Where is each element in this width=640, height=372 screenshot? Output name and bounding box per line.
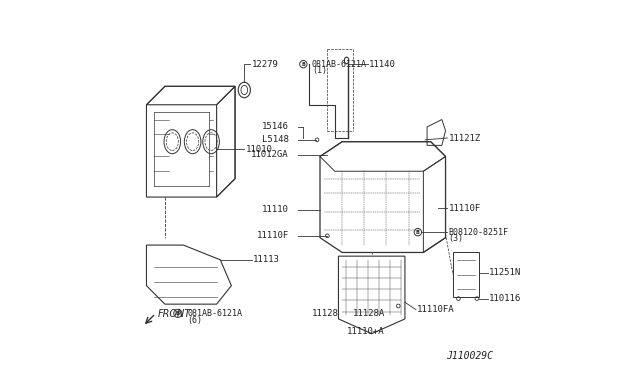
Text: 11113: 11113 (253, 255, 280, 264)
Text: 081AB-6121A: 081AB-6121A (312, 60, 367, 69)
Text: L5148: L5148 (262, 135, 289, 144)
Text: 11110FA: 11110FA (417, 305, 455, 314)
Text: 11121Z: 11121Z (449, 134, 481, 142)
Text: 11110F: 11110F (257, 231, 289, 240)
Text: 11110+A: 11110+A (348, 327, 385, 336)
Text: J110029C: J110029C (447, 351, 493, 361)
Text: 081AB-6121A: 081AB-6121A (187, 309, 242, 318)
Text: (6): (6) (187, 316, 202, 325)
Text: B: B (176, 311, 180, 316)
Text: 12279: 12279 (252, 60, 278, 69)
Text: 11110F: 11110F (449, 203, 481, 213)
Text: B: B (416, 230, 420, 235)
Text: B: B (301, 62, 305, 67)
Text: 11010: 11010 (245, 145, 272, 154)
Text: 11110: 11110 (262, 205, 289, 215)
Text: B08120-8251F: B08120-8251F (449, 228, 509, 237)
Text: (3): (3) (449, 234, 463, 243)
Text: 11012GA: 11012GA (251, 150, 289, 159)
Text: 15146: 15146 (262, 122, 289, 131)
Text: 11140: 11140 (369, 60, 396, 69)
Text: (1): (1) (312, 66, 327, 75)
Text: 11128: 11128 (312, 309, 339, 318)
Text: 11128A: 11128A (353, 309, 385, 318)
Text: 11251N: 11251N (489, 268, 522, 277)
Text: FRONT: FRONT (157, 309, 191, 319)
Text: 110116: 110116 (489, 294, 522, 303)
